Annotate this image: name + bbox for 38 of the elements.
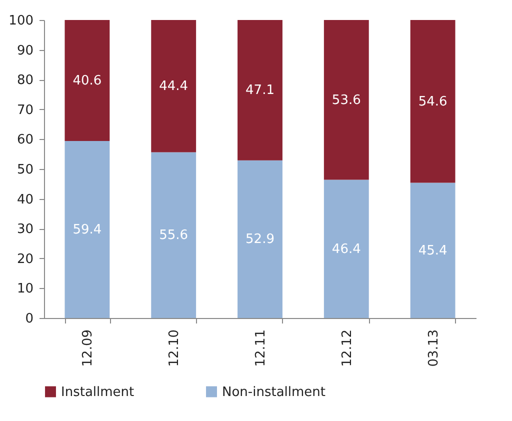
data-label: 47.1 <box>246 83 274 98</box>
data-label: 46.4 <box>332 242 361 257</box>
y-tick-label: 0 <box>25 312 34 326</box>
bar <box>410 182 456 318</box>
y-tick-label: 20 <box>16 252 34 267</box>
y-tick-label: 60 <box>16 132 34 148</box>
data-label: 40.6 <box>72 73 102 88</box>
bar <box>238 20 282 160</box>
data-label: 54.6 <box>418 94 448 110</box>
bar <box>151 20 196 152</box>
bar <box>151 152 196 318</box>
x-tick-label: 12.09 <box>80 330 96 367</box>
bar <box>410 20 456 183</box>
y-tick-label: 50 <box>16 162 34 178</box>
y-tick-label: 70 <box>16 102 34 118</box>
y-tick-label: 10 <box>16 282 34 297</box>
bar <box>324 180 369 318</box>
bar <box>238 160 282 318</box>
data-label: 45.4 <box>418 243 448 258</box>
x-tick-label: 12.10 <box>167 330 182 367</box>
data-label: 44.4 <box>159 79 188 94</box>
bar <box>64 20 110 141</box>
x-tick-label: 12.11 <box>254 330 268 367</box>
legend-label: Installment <box>61 384 134 400</box>
y-tick-label: 90 <box>16 43 34 58</box>
legend-label: Non-installment <box>222 384 326 400</box>
x-tick-label: 03.13 <box>426 330 442 367</box>
bar <box>64 140 110 318</box>
bar <box>324 20 369 180</box>
x-tick-label: 12.12 <box>340 330 355 367</box>
y-tick-label: 30 <box>16 222 34 238</box>
data-label: 55.6 <box>159 228 188 244</box>
y-tick-label: 80 <box>16 73 34 88</box>
y-tick-label: 40 <box>16 192 34 208</box>
data-label: 52.9 <box>246 232 274 248</box>
data-label: 59.4 <box>72 222 102 238</box>
data-label: 53.6 <box>332 92 361 108</box>
y-tick-label: 100 <box>8 14 34 28</box>
